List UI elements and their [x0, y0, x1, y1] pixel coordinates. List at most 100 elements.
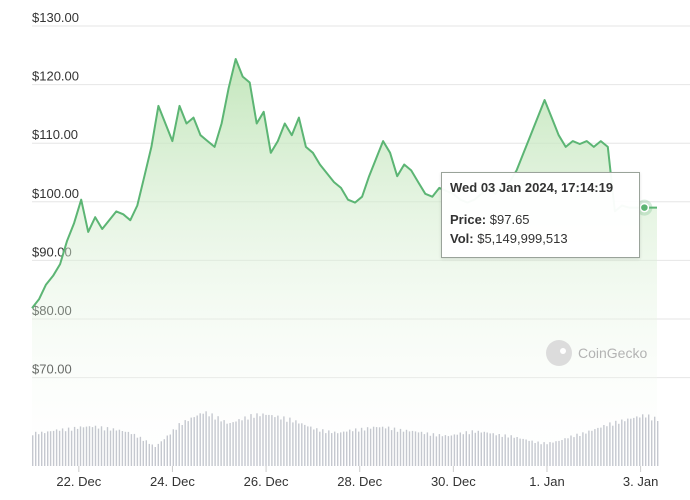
volume-bar — [411, 430, 414, 466]
volume-bar — [235, 421, 237, 466]
volume-bar — [184, 420, 186, 466]
volume-bar — [100, 426, 103, 466]
volume-bar — [145, 440, 147, 466]
tooltip-price-value: $97.65 — [489, 212, 530, 227]
volume-bar — [319, 431, 321, 466]
tooltip-timestamp: Wed 03 Jan 2024, 17:14:19 — [450, 180, 614, 195]
x-tick-label: 1. Jan — [529, 474, 564, 489]
volume-bar — [630, 418, 632, 466]
volume-bar — [480, 432, 482, 466]
volume-bar — [73, 426, 76, 466]
volume-bar — [337, 433, 339, 466]
volume-bar — [438, 434, 441, 466]
volume-bar — [579, 436, 581, 466]
volume-bar — [504, 434, 506, 466]
volume-bar — [624, 421, 626, 466]
volume-bar — [597, 427, 599, 466]
volume-bar — [456, 434, 458, 466]
tooltip-price-row: Price: $97.65 — [450, 210, 631, 229]
volume-bar — [151, 444, 153, 466]
volume-bar — [642, 414, 644, 466]
volume-bar — [229, 423, 231, 466]
volume-bar — [355, 428, 357, 466]
volume-bar — [274, 417, 276, 466]
volume-bar — [334, 431, 336, 466]
volume-bar — [238, 419, 240, 466]
volume-bar — [639, 417, 641, 466]
volume-bar — [402, 431, 405, 466]
tooltip-volume-value: $5,149,999,513 — [477, 231, 568, 246]
volume-bar — [516, 437, 518, 466]
volume-bar — [645, 417, 647, 466]
volume-bar — [82, 427, 85, 466]
volume-bar — [450, 435, 453, 466]
volume-bar — [534, 443, 536, 466]
volume-bar — [621, 419, 623, 466]
volume-bar — [495, 435, 497, 466]
hover-point[interactable] — [639, 202, 650, 213]
volume-bar — [325, 433, 327, 466]
tooltip-volume-label: Vol: — [450, 231, 474, 246]
volume-bar — [387, 426, 390, 466]
volume-bar — [612, 425, 614, 466]
volume-bar — [501, 436, 503, 466]
volume-bar — [196, 415, 198, 466]
volume-bar — [507, 437, 509, 466]
volume-bar — [283, 416, 285, 466]
price-line[interactable] — [31, 58, 657, 309]
volume-bar — [256, 413, 258, 466]
volume-bar — [190, 417, 192, 466]
volume-bar — [250, 414, 252, 466]
volume-bar — [331, 433, 333, 466]
volume-bar — [576, 433, 578, 466]
volume-bar — [79, 426, 82, 466]
y-tick-label: $110.00 — [32, 127, 78, 142]
volume-bar — [118, 429, 121, 466]
volume-bar — [603, 425, 605, 466]
volume-bar — [399, 428, 402, 466]
volume-bar — [636, 416, 638, 466]
x-tick-label: 28. Dec — [337, 474, 382, 489]
volume-bar — [426, 432, 429, 466]
volume-bar — [244, 416, 246, 466]
volume-bar — [322, 429, 324, 466]
volume-bar — [423, 434, 426, 466]
volume-bar — [223, 420, 225, 466]
volume-bar — [313, 429, 315, 466]
volume-bar — [64, 431, 67, 466]
volume-bar — [307, 426, 309, 466]
y-tick-label: $130.00 — [32, 10, 79, 25]
volume-bar — [546, 444, 548, 466]
volume-bar — [358, 431, 360, 466]
price-area-fill — [32, 59, 657, 466]
volume-bar — [540, 444, 542, 466]
volume-bar — [193, 417, 195, 466]
volume-bar — [405, 429, 408, 466]
volume-bar — [522, 438, 524, 466]
volume-bar — [133, 433, 136, 466]
volume-bar — [124, 431, 127, 466]
volume-bar — [49, 431, 52, 466]
volume-bar — [259, 416, 261, 466]
volume-bar — [343, 431, 345, 466]
volume-bar — [477, 430, 479, 466]
volume-bar — [202, 413, 204, 466]
volume-bar — [232, 422, 234, 466]
volume-bar — [582, 432, 584, 466]
volume-bar — [459, 432, 461, 466]
volume-bar — [280, 419, 282, 466]
volume-bar — [163, 439, 165, 466]
volume-bar — [301, 423, 303, 466]
volume-bar — [492, 433, 494, 466]
volume-bar — [349, 429, 351, 466]
volume-bar — [67, 427, 70, 466]
volume-bar — [537, 441, 539, 466]
volume-bar — [414, 431, 417, 466]
volume-bar — [396, 431, 399, 466]
volume-bar — [265, 414, 267, 466]
volume-bar — [277, 415, 279, 466]
volume-bar — [471, 430, 473, 466]
volume-bar — [390, 430, 393, 466]
volume-bar — [241, 420, 243, 466]
